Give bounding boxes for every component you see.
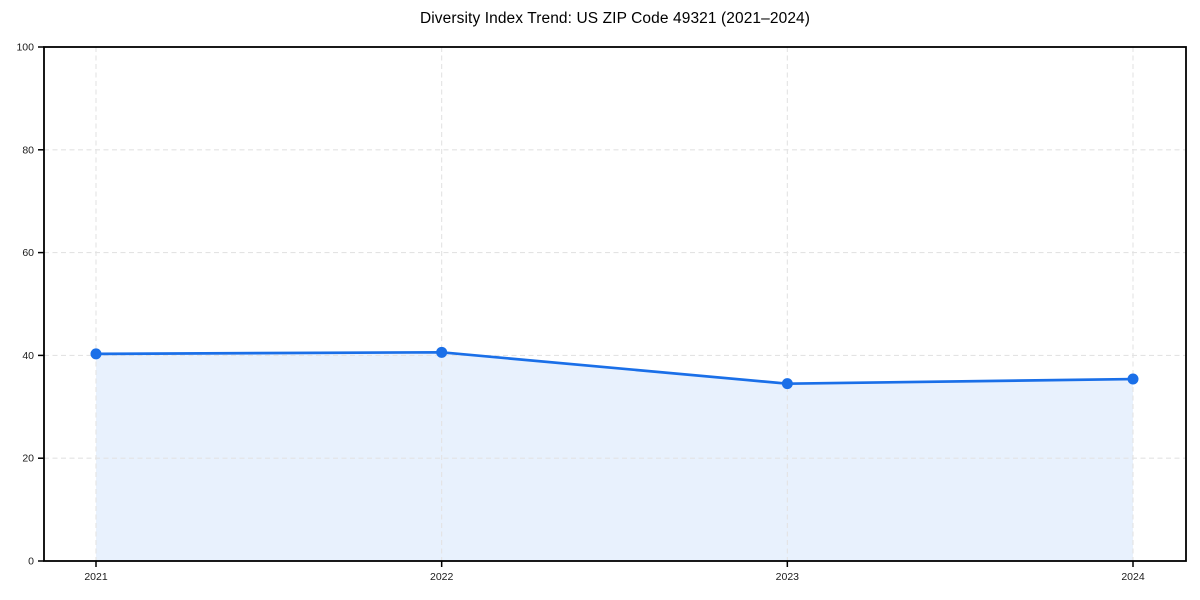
y-tick-label: 60 (22, 247, 34, 259)
y-tick-label: 40 (22, 350, 34, 362)
chart-title: Diversity Index Trend: US ZIP Code 49321… (419, 10, 811, 27)
x-tick-label: 2021 (84, 571, 108, 583)
x-tick-label: 2022 (430, 571, 454, 583)
data-point-marker (436, 346, 448, 358)
x-tick-label: 2024 (1121, 571, 1145, 583)
data-point-marker (1127, 373, 1139, 385)
y-tick-label: 20 (22, 453, 34, 465)
area-fill (96, 352, 1133, 561)
data-point-marker (90, 348, 102, 360)
y-tick-label: 100 (16, 42, 34, 54)
y-tick-label: 80 (22, 144, 34, 156)
x-tick-label: 2023 (776, 571, 800, 583)
y-tick-label: 0 (28, 556, 34, 568)
data-point-marker (781, 378, 793, 390)
plot-border (43, 46, 1187, 562)
trend-line (94, 350, 1135, 386)
